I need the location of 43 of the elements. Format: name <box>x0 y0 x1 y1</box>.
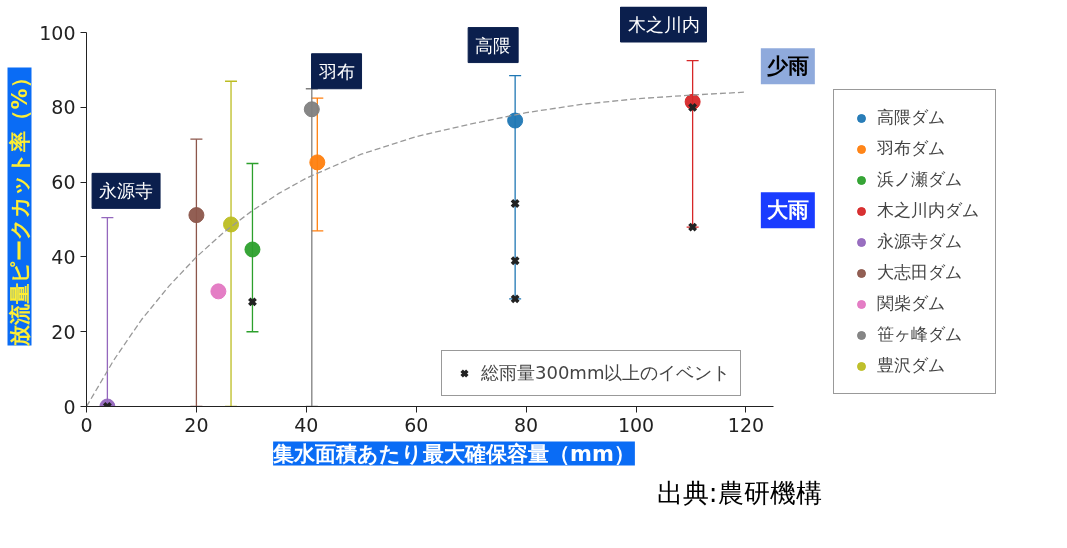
point <box>510 293 521 304</box>
point <box>188 207 205 224</box>
point <box>309 154 326 171</box>
point <box>223 216 240 233</box>
point <box>303 101 320 118</box>
y-tick-label: 60 <box>51 171 76 194</box>
x-tick-label: 40 <box>294 413 319 436</box>
x-tick-label: 80 <box>514 413 539 436</box>
y-tick-label: 80 <box>51 96 76 119</box>
line-series <box>86 91 747 407</box>
annotation: 少雨 <box>766 54 809 79</box>
legend-label: 大志田ダム <box>877 261 962 284</box>
annotation: 木之川内 <box>627 14 700 36</box>
x-tick-label: 0 <box>80 413 93 436</box>
x-tick-label: 60 <box>404 413 429 436</box>
y-tick-label: 40 <box>51 245 76 268</box>
x-tick-label: 100 <box>617 413 655 436</box>
y-tick-label: 100 <box>39 21 76 44</box>
annotation: 永源寺 <box>99 180 154 202</box>
point <box>247 296 258 307</box>
legend-label: 木之川内ダム <box>877 199 979 222</box>
y-tick-label: 0 <box>63 395 76 418</box>
point <box>507 112 524 129</box>
point <box>510 255 521 266</box>
legend-label: 浜ノ瀬ダム <box>877 168 962 191</box>
source-note: 出典:農研機構 <box>656 477 822 508</box>
y-tick-label: 20 <box>51 320 76 343</box>
annotation: 羽布 <box>317 60 355 82</box>
x-axis-title: 集水面積あたり最大確保容量（mm） <box>272 441 635 466</box>
point <box>210 283 227 300</box>
legend-label: 羽布ダム <box>877 137 945 160</box>
x-tick-label: 20 <box>184 413 209 436</box>
legend-label: 関柴ダム <box>877 292 945 315</box>
legend-label: 総雨量300mm以上のイベント <box>481 361 731 385</box>
y-axis-title: 放流量ピークカット率（%） <box>7 67 32 347</box>
annotation: 高隈 <box>475 34 512 56</box>
legend-label: 永源寺ダム <box>877 230 962 253</box>
legend-label: 高隈ダム <box>877 106 945 129</box>
point <box>244 241 261 258</box>
legend-label: 笹ヶ峰ダム <box>877 323 962 346</box>
x-tick-label: 120 <box>727 413 765 436</box>
annotation: 大雨 <box>766 198 809 223</box>
legend-label: 豊沢ダム <box>877 354 945 377</box>
